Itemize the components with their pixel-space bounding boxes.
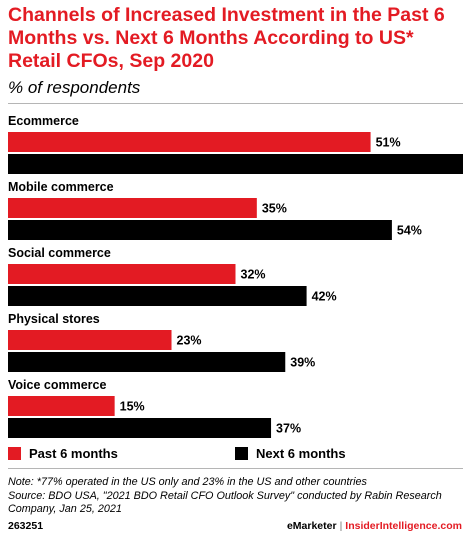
value-label: 23% bbox=[177, 334, 202, 348]
chart-id: 263251 bbox=[8, 520, 44, 532]
chart-title: Channels of Increased Investment in the … bbox=[8, 4, 445, 72]
bar-past-6-months bbox=[8, 132, 371, 152]
category-label: Physical stores bbox=[8, 312, 100, 326]
value-label: 32% bbox=[241, 268, 266, 282]
legend-item-past: Past 6 months bbox=[8, 446, 118, 461]
legend-label-past: Past 6 months bbox=[29, 446, 118, 461]
brand-emarketer[interactable]: eMarketer bbox=[286, 520, 337, 532]
bar-past-6-months bbox=[8, 330, 172, 350]
value-label: 37% bbox=[276, 422, 301, 436]
category-label: Mobile commerce bbox=[8, 180, 114, 194]
bottom-divider bbox=[8, 468, 463, 469]
footer-separator: | bbox=[339, 520, 343, 532]
value-label: 35% bbox=[262, 202, 287, 216]
bar-chart: Ecommerce 51% 64% Mobile commerce 35% 54% Soci… bbox=[8, 114, 463, 438]
brand-insiderintelligence[interactable]: InsiderIntelligence.com bbox=[345, 520, 462, 532]
legend-item-next: Next 6 months bbox=[235, 446, 346, 461]
bar-past-6-months bbox=[8, 264, 236, 284]
bar-past-6-months bbox=[8, 396, 115, 416]
category-label: Social commerce bbox=[8, 246, 111, 260]
top-divider bbox=[8, 103, 463, 104]
legend-swatch-past bbox=[8, 447, 21, 460]
value-label: 42% bbox=[312, 290, 337, 304]
bar-next-6-months bbox=[8, 220, 392, 240]
value-label: 15% bbox=[120, 400, 145, 414]
footer-brand: eMarketer | InsiderIntelligence.com bbox=[287, 520, 462, 532]
bar-next-6-months bbox=[8, 418, 272, 438]
chart-notes: Note: *77% operated in the US only and 2… bbox=[8, 476, 466, 517]
note-text: Note: *77% operated in the US only and 2… bbox=[8, 476, 367, 488]
legend-label-next: Next 6 months bbox=[256, 446, 346, 461]
value-label: 51% bbox=[376, 136, 401, 150]
legend-swatch-next bbox=[235, 447, 248, 460]
value-label: 39% bbox=[290, 356, 315, 370]
category-label: Voice commerce bbox=[8, 378, 106, 392]
bar-next-6-months bbox=[8, 154, 463, 174]
value-label: 54% bbox=[397, 224, 422, 238]
category-label: Ecommerce bbox=[8, 114, 79, 128]
chart-subtitle: % of respondents bbox=[8, 78, 141, 97]
source-text: Source: BDO USA, "2021 BDO Retail CFO Ou… bbox=[8, 489, 442, 516]
bar-next-6-months bbox=[8, 286, 307, 306]
value-label: 64% bbox=[434, 158, 459, 172]
bar-past-6-months bbox=[8, 198, 257, 218]
bar-next-6-months bbox=[8, 352, 286, 372]
